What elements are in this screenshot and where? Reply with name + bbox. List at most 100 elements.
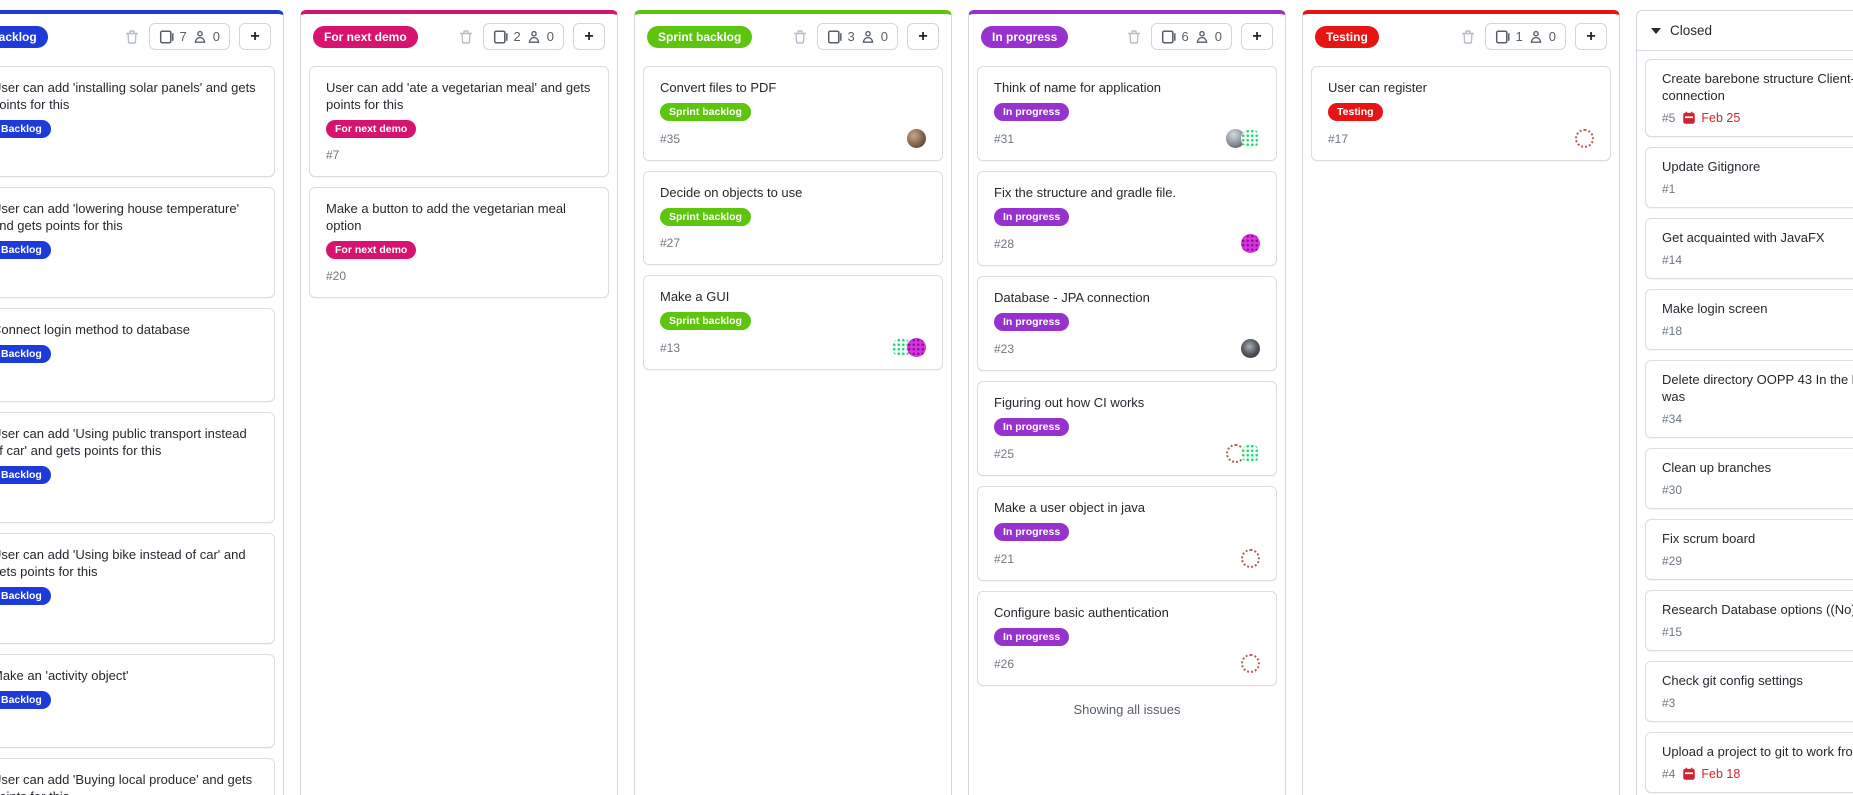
- issue-card[interactable]: Decide on objects to use Sprint backlog #2…: [643, 171, 943, 265]
- card-meta: [0, 613, 258, 631]
- card-label: In progress: [994, 208, 1070, 226]
- issue-card[interactable]: Connect login method to database Backlog: [0, 308, 275, 402]
- card-title: Figuring out how CI works: [994, 395, 1145, 410]
- card-label: Backlog: [0, 587, 51, 605]
- trash-icon[interactable]: [458, 29, 474, 45]
- card-title: Research Database options ((No)SQL?): [1662, 602, 1853, 617]
- column-controls: 6 0 +: [1126, 23, 1273, 50]
- card-meta: #29: [1662, 553, 1853, 569]
- add-card-button[interactable]: +: [239, 23, 271, 50]
- person-icon: [860, 29, 876, 45]
- ring-brown-avatar: [1241, 549, 1260, 568]
- issue-card[interactable]: Make a GUI Sprint backlog #13: [643, 275, 943, 370]
- card-meta: #14: [1662, 252, 1853, 268]
- card-meta: [0, 267, 258, 285]
- issue-card[interactable]: User can add 'lowering house temperature…: [0, 187, 275, 298]
- calendar-icon: [1682, 767, 1696, 781]
- issue-card[interactable]: Make an 'activity object' Backlog: [0, 654, 275, 748]
- issue-number: #3: [1662, 696, 1676, 710]
- issue-card[interactable]: Figuring out how CI works In progress #25: [977, 381, 1277, 476]
- card-label: Backlog: [0, 241, 51, 259]
- due-date-text: Feb 25: [1701, 111, 1741, 125]
- card-title: Convert files to PDF: [660, 80, 777, 95]
- issue-card[interactable]: Think of name for application In progress…: [977, 66, 1277, 161]
- issue-card[interactable]: User can register Testing #17: [1311, 66, 1611, 161]
- issue-card[interactable]: User can add 'installing solar panels' a…: [0, 66, 275, 177]
- issue-card[interactable]: Fix the structure and gradle file. In pro…: [977, 171, 1277, 266]
- closed-issue-card[interactable]: Research Database options ((No)SQL?) #15: [1645, 590, 1853, 651]
- issue-card[interactable]: User can add 'Using public transport ins…: [0, 412, 275, 523]
- card-label: For next demo: [326, 241, 417, 259]
- people-count: 0: [1214, 29, 1222, 44]
- closed-issue-card[interactable]: Update Gitignore #1: [1645, 147, 1853, 208]
- card-meta: #26: [994, 654, 1260, 673]
- photo-brown-avatar: [907, 129, 926, 148]
- cards-count: 6: [1181, 29, 1189, 44]
- people-count: 0: [212, 29, 220, 44]
- column-controls: 1 0 +: [1460, 23, 1607, 50]
- trash-icon[interactable]: [1126, 29, 1142, 45]
- add-card-button[interactable]: +: [907, 23, 939, 50]
- assignee-avatars: [1241, 654, 1260, 673]
- issue-card[interactable]: Database - JPA connection In progress #23: [977, 276, 1277, 371]
- card-meta: [0, 717, 258, 735]
- card-meta: #3: [1662, 695, 1853, 711]
- closed-issue-card[interactable]: Clean up branches #30: [1645, 448, 1853, 509]
- assignee-avatars: [1241, 234, 1260, 253]
- issue-number: #29: [1662, 554, 1683, 568]
- closed-header-toggle[interactable]: Closed: [1637, 11, 1853, 51]
- card-meta: #21: [994, 549, 1260, 568]
- issue-number: #14: [1662, 253, 1683, 267]
- column-header: In progress 6 0 +: [969, 14, 1285, 58]
- add-card-button[interactable]: +: [1575, 23, 1607, 50]
- issue-number: #26: [994, 656, 1015, 671]
- card-label: Sprint backlog: [660, 312, 751, 330]
- closed-issue-card[interactable]: Upload a project to git to work from #4 Fe…: [1645, 732, 1853, 793]
- assignee-avatars: [1575, 129, 1594, 148]
- issue-card[interactable]: User can add 'Using bike instead of car'…: [0, 533, 275, 644]
- card-label: Sprint backlog: [660, 103, 751, 121]
- people-count: 0: [546, 29, 554, 44]
- card-label: In progress: [994, 313, 1070, 331]
- caret-down-icon: [1651, 27, 1661, 34]
- card-meta: #27: [660, 234, 926, 252]
- identicon-green-avatar: [1241, 129, 1260, 148]
- issue-card[interactable]: User can add 'ate a vegetarian meal' and…: [309, 66, 609, 177]
- note-icon: [1161, 29, 1177, 45]
- trash-icon[interactable]: [1460, 29, 1476, 45]
- issue-number: #34: [1662, 412, 1683, 426]
- issue-card[interactable]: Configure basic authentication In progres…: [977, 591, 1277, 686]
- card-label: Backlog: [0, 345, 51, 363]
- issue-card[interactable]: Make a button to add the vegetarian meal…: [309, 187, 609, 298]
- issue-number: #7: [326, 148, 340, 162]
- closed-issue-card[interactable]: Get acquainted with JavaFX #14: [1645, 218, 1853, 279]
- assignee-avatars: [1241, 339, 1260, 358]
- identicon-magenta-avatar: [1241, 234, 1260, 253]
- card-title: Make a user object in java: [994, 500, 1146, 515]
- identicon-green-avatar: [892, 338, 911, 357]
- column-label: Sprint backlog: [647, 25, 753, 48]
- issue-card[interactable]: User can add 'Buying local produce' and …: [0, 758, 275, 795]
- closed-issue-card[interactable]: Make login screen #18: [1645, 289, 1853, 350]
- card-title: Make login screen: [1662, 301, 1768, 316]
- issue-number: #35: [660, 131, 681, 146]
- column-label: For next demo: [313, 25, 418, 48]
- closed-issue-card[interactable]: Check git config settings #3: [1645, 661, 1853, 722]
- card-title: Configure basic authentication: [994, 605, 1169, 620]
- issue-card[interactable]: Convert files to PDF Sprint backlog #35: [643, 66, 943, 161]
- add-card-button[interactable]: +: [1241, 23, 1273, 50]
- card-title: User can add 'Using bike instead of car'…: [0, 547, 246, 579]
- closed-issue-card[interactable]: Delete directory OOPP 43 In the beginnin…: [1645, 360, 1853, 438]
- closed-issue-card[interactable]: Create barebone structure Client-Server …: [1645, 59, 1853, 137]
- closed-issue-card[interactable]: Fix scrum board #29: [1645, 519, 1853, 580]
- trash-icon[interactable]: [792, 29, 808, 45]
- add-card-button[interactable]: +: [573, 23, 605, 50]
- closed-title: Closed: [1670, 23, 1713, 38]
- card-title: Clean up branches: [1662, 460, 1772, 475]
- trash-icon[interactable]: [124, 29, 140, 45]
- issue-card[interactable]: Make a user object in java In progress #21: [977, 486, 1277, 581]
- note-icon: [159, 29, 175, 45]
- closed-cards-list: Create barebone structure Client-Server …: [1637, 51, 1853, 795]
